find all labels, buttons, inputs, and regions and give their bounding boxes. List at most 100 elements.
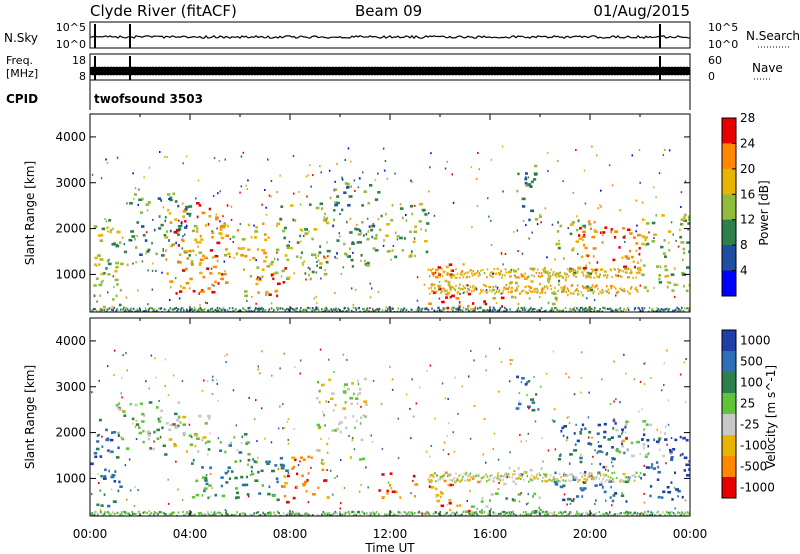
data-cell [532,479,535,482]
data-cell [601,310,604,312]
data-cell [499,272,502,275]
data-cell [524,277,528,280]
data-cell [496,288,499,291]
colorbar-tick-label: -100 [740,439,767,453]
data-cell [602,512,604,516]
data-cell [320,207,323,210]
data-cell [681,512,684,515]
data-cell [211,290,216,294]
data-cell [325,221,330,225]
data-cell [96,513,99,516]
data-cell [352,415,355,418]
data-cell [235,487,239,490]
data-cell [618,514,620,516]
data-cell [363,377,367,381]
data-cell [336,163,338,166]
data-cell [276,480,279,484]
data-cell [233,514,235,516]
data-cell [304,232,309,235]
data-cell [509,359,511,361]
data-cell [586,512,589,515]
data-cell [541,437,543,440]
data-cell [233,310,235,312]
data-cell [595,511,598,515]
data-cell [542,268,544,271]
data-cell [224,355,226,358]
data-cell [604,480,607,483]
data-cell [621,492,623,494]
data-cell [417,308,419,311]
data-cell [98,433,100,436]
data-cell [277,258,279,261]
data-cell [532,495,534,498]
data-cell [509,308,511,311]
data-cell [579,227,582,230]
data-cell [566,436,569,439]
data-cell [500,269,502,272]
data-cell [666,485,670,489]
data-cell [655,461,659,464]
data-cell [476,205,479,208]
data-cell [299,240,302,243]
data-cell [533,178,537,181]
data-cell [90,512,92,515]
data-cell [286,420,289,423]
data-cell [195,308,197,311]
data-cell [282,307,284,310]
data-cell [168,428,172,432]
data-cell [381,447,384,450]
data-cell [442,449,445,451]
data-cell [121,437,125,441]
data-cell [288,240,291,243]
data-cell [137,489,139,492]
data-cell [446,273,448,276]
data-cell [107,291,109,294]
data-cell [297,310,299,312]
data-cell [221,513,223,516]
data-cell [461,270,464,273]
data-cell [222,307,225,310]
data-cell [213,157,216,160]
data-cell [228,307,231,310]
data-cell [552,273,554,276]
data-cell [652,310,655,312]
nsky-tick-bottom: 10^0 [56,38,86,51]
data-cell [226,234,229,237]
data-cell [671,511,673,514]
data-cell [166,193,171,196]
data-cell [448,422,450,425]
data-cell [686,514,688,516]
data-cell [501,475,505,478]
data-cell [292,496,296,500]
data-cell [378,309,380,312]
data-cell [259,372,261,375]
data-cell [150,511,153,515]
data-cell [249,474,252,477]
data-cell [657,510,659,513]
data-cell [502,190,504,193]
data-cell [556,242,561,246]
data-cell [351,438,353,442]
data-cell [557,289,559,293]
data-cell [576,215,578,218]
data-cell [617,268,619,271]
data-cell [510,281,513,284]
data-cell [160,199,163,202]
data-cell [564,273,567,276]
data-cell [167,478,169,481]
data-cell [441,382,444,385]
data-cell [201,438,204,442]
data-cell [669,513,671,516]
data-cell [624,271,627,274]
data-cell [366,308,368,311]
data-cell [126,310,128,312]
data-cell [575,475,577,479]
data-cell [388,513,391,516]
data-cell [458,514,460,516]
data-cell [605,499,607,502]
data-cell [375,513,377,516]
data-cell [527,502,529,505]
data-cell [97,473,99,476]
data-cell [557,272,559,275]
data-cell [643,492,645,495]
